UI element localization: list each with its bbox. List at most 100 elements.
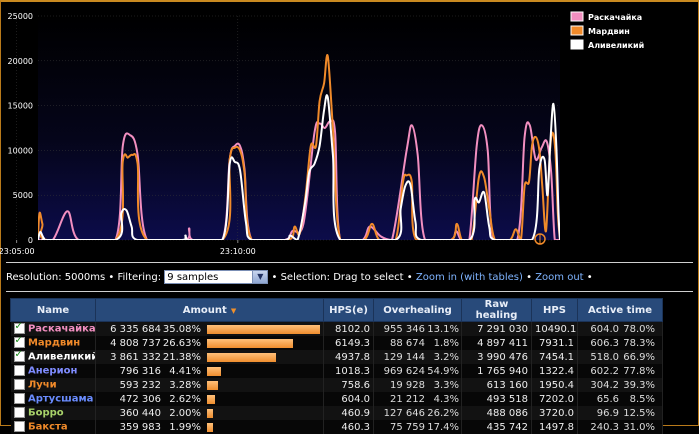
active-seconds: 240.3 <box>590 421 619 433</box>
table-row[interactable]: Борро 360 440 2.00% 460.9 127 646 26.2% 488 08… <box>10 406 663 420</box>
overheal-value: 88 674 <box>390 337 425 349</box>
col-hps-label: HPS <box>543 304 566 316</box>
filtering-value: 9 samples <box>167 272 219 283</box>
separator: • <box>271 272 278 283</box>
cell-amount: 472 306 2.62% <box>95 392 324 406</box>
divider-bottom <box>6 291 693 292</box>
player-name: Анерион <box>24 365 78 377</box>
row-checkbox[interactable] <box>13 379 25 391</box>
amount-value: 3 861 332 <box>110 351 161 363</box>
overheal-value: 75 759 <box>390 421 425 433</box>
player-name: Аливеликий <box>24 351 96 363</box>
y-tick-label: 15000 <box>8 102 33 111</box>
table-row[interactable]: Артусшама 472 306 2.62% 604.0 21 212 4.3% 493 … <box>10 392 663 406</box>
overheal-percent: 54.9% <box>427 365 459 377</box>
table-row[interactable]: ✓ Мардвин 4 808 737 26.63% 6149.3 88 674 1.8%… <box>10 336 663 350</box>
cell-amount: 4 808 737 26.63% <box>95 336 324 350</box>
cell-hps: 7454.1 <box>531 350 578 364</box>
col-overhealing-label: Overhealing <box>383 304 452 316</box>
cell-active-time: 604.0 78.0% <box>577 321 663 336</box>
active-seconds: 304.2 <box>590 379 619 391</box>
y-axis-ticks: 25000 20000 15000 10000 5000 0 <box>8 12 33 245</box>
cell-hpse: 758.6 <box>323 378 374 392</box>
row-checkbox[interactable]: ✓ <box>13 322 25 335</box>
col-overhealing[interactable]: Overhealing <box>373 298 462 322</box>
active-percent: 8.5% <box>629 393 655 405</box>
cell-hpse: 6149.3 <box>323 336 374 350</box>
overheal-percent: 3.2% <box>433 351 459 363</box>
row-checkbox[interactable] <box>13 421 25 433</box>
cell-name: ✓ Аливеликий <box>10 350 96 364</box>
amount-percent: 4.41% <box>169 365 201 377</box>
amount-bar-track <box>207 366 320 376</box>
check-icon: ✓ <box>14 350 23 361</box>
amount-percent: 2.00% <box>169 407 201 419</box>
table-row[interactable]: Бакста 359 983 1.99% 460.3 75 759 17.4% 435 74… <box>10 420 663 434</box>
filtering-select[interactable]: 9 samples ▼ <box>164 270 269 284</box>
table-row[interactable]: Анерион 796 316 4.41% 1018.3 969 624 54.9% 1 7… <box>10 364 663 378</box>
active-seconds: 96.9 <box>596 407 619 419</box>
col-amount[interactable]: Amount ▼ <box>95 298 324 322</box>
row-checkbox[interactable]: ✓ <box>13 336 25 349</box>
row-checkbox[interactable] <box>13 365 25 377</box>
col-hps[interactable]: HPS <box>531 298 578 322</box>
table-row[interactable]: ✓ Аливеликий 3 861 332 21.38% 4937.8 129 144… <box>10 350 663 364</box>
cell-amount: 3 861 332 21.38% <box>95 350 324 364</box>
col-active-time[interactable]: Active time <box>577 298 663 322</box>
divider-top <box>6 262 693 263</box>
cell-overhealing: 88 674 1.8% <box>373 336 462 350</box>
col-active-time-label: Active time <box>587 304 653 316</box>
cell-hps: 1322.4 <box>531 364 578 378</box>
x-axis-ticks: 22:35:0022:40:0022:45:0022:50:0022:55:00… <box>0 240 256 256</box>
overheal-value: 21 212 <box>390 393 425 405</box>
zoom-out-link[interactable]: Zoom out <box>535 272 584 283</box>
amount-bar-track <box>207 338 320 348</box>
cell-name: Бакста <box>10 420 96 434</box>
zoom-in-link[interactable]: Zoom in (with tables) <box>415 272 523 283</box>
row-checkbox[interactable] <box>13 393 25 405</box>
cell-amount: 796 316 4.41% <box>95 364 324 378</box>
active-percent: 78.3% <box>623 337 655 349</box>
active-seconds: 606.3 <box>590 337 619 349</box>
col-amount-label: Amount <box>182 304 227 316</box>
active-percent: 77.8% <box>623 365 655 377</box>
separator: • <box>406 272 413 283</box>
col-hpse[interactable]: HPS(e) <box>323 298 374 322</box>
cell-raw-healing: 4 897 411 <box>461 336 532 350</box>
cell-hpse: 4937.8 <box>323 350 374 364</box>
healing-chart[interactable]: 25000 20000 15000 10000 5000 0 22:35:0022:40:… <box>0 4 699 260</box>
cell-hps: 7931.1 <box>531 336 578 350</box>
col-name[interactable]: Name <box>10 298 96 322</box>
amount-bar <box>207 338 293 348</box>
table-row[interactable]: ✓ Раскачайка 6 335 684 35.08% 8102.0 955 346… <box>10 321 663 336</box>
active-seconds: 604.0 <box>590 323 619 335</box>
cell-overhealing: 969 624 54.9% <box>373 364 462 378</box>
col-raw-healing[interactable]: Raw healing <box>461 298 532 322</box>
cell-hps: 1950.4 <box>531 378 578 392</box>
row-checkbox[interactable] <box>13 407 25 419</box>
amount-percent: 3.28% <box>169 379 201 391</box>
y-tick-label: 25000 <box>8 12 33 21</box>
cell-raw-healing: 493 518 <box>461 392 532 406</box>
cell-name: Борро <box>10 406 96 420</box>
healing-table: Name Amount ▼ HPS(e) Overhealing Raw heal… <box>10 298 663 434</box>
amount-bar <box>207 366 222 376</box>
legend-label: Раскачайка <box>588 13 642 22</box>
plot-area[interactable] <box>38 16 560 240</box>
cell-raw-healing: 1 765 940 <box>461 364 532 378</box>
table-row[interactable]: Лучи 593 232 3.28% 758.6 19 928 3.3% 613 160 19… <box>10 378 663 392</box>
cell-overhealing: 127 646 26.2% <box>373 406 462 420</box>
time-cursor[interactable] <box>534 233 546 245</box>
chevron-down-icon[interactable]: ▼ <box>252 271 268 283</box>
player-name: Бакста <box>24 421 68 433</box>
x-tick-label: 23:05:00 <box>0 247 35 256</box>
cell-hpse: 460.9 <box>323 406 374 420</box>
row-checkbox[interactable]: ✓ <box>13 350 25 363</box>
legend-label: Аливеликий <box>588 41 644 50</box>
cell-overhealing: 129 144 3.2% <box>373 350 462 364</box>
col-raw-healing-label: Raw healing <box>475 299 518 321</box>
amount-bar <box>207 422 214 432</box>
amount-bar-track <box>207 352 320 362</box>
cell-active-time: 240.3 31.0% <box>577 420 663 434</box>
cell-active-time: 602.2 77.8% <box>577 364 663 378</box>
